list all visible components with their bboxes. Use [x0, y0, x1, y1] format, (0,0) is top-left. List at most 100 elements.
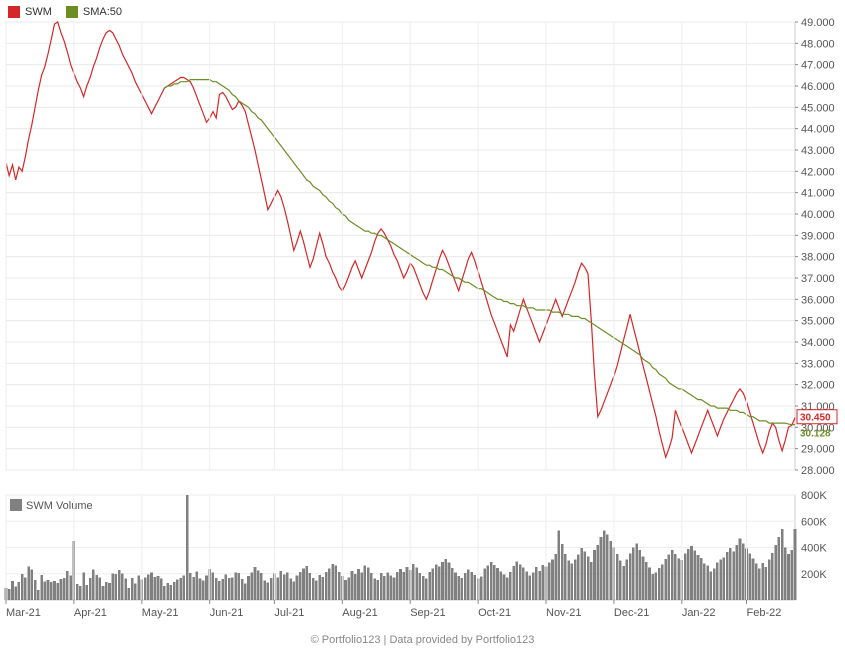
volume-bar — [584, 551, 587, 600]
volume-bar — [467, 570, 470, 600]
price-y-tick-label: 39.000 — [801, 230, 835, 242]
volume-bar — [710, 571, 713, 600]
volume-bar — [480, 577, 483, 600]
volume-y-tick-label: 600K — [801, 516, 827, 528]
volume-bar — [684, 554, 687, 600]
volume-bar — [516, 562, 519, 600]
volume-bar — [250, 573, 253, 600]
legend-item-sma: SMA:50 — [66, 6, 122, 18]
volume-bar — [293, 582, 296, 600]
volume-bar — [739, 538, 742, 600]
volume-bar — [82, 572, 85, 600]
volume-bar — [44, 581, 47, 600]
volume-bar — [742, 543, 745, 600]
volume-bar — [24, 577, 27, 600]
volume-bar — [218, 581, 221, 600]
volume-bar — [86, 585, 89, 600]
volume-bar — [244, 584, 247, 600]
volume-bar — [619, 561, 622, 600]
volume-bar — [457, 576, 460, 600]
volume-bar — [212, 572, 215, 600]
volume-bar — [593, 550, 596, 600]
volume-bar — [470, 572, 473, 600]
volume-bar — [655, 572, 658, 600]
volume-bar — [541, 565, 544, 600]
volume-bar — [668, 555, 671, 600]
volume-bar — [596, 545, 599, 600]
volume-bar — [483, 569, 486, 601]
volume-bar — [422, 576, 425, 600]
volume-bar — [438, 566, 441, 600]
volume-bar — [238, 573, 241, 600]
volume-bar — [89, 578, 92, 600]
volume-bar — [635, 544, 638, 600]
volume-bar — [192, 577, 195, 600]
volume-bar — [454, 573, 457, 600]
volume-bar — [506, 578, 509, 600]
volume-bar — [322, 577, 325, 600]
price-y-tick-label: 49.000 — [801, 17, 835, 29]
volume-bar — [63, 578, 66, 600]
last-price-value: 30.450 — [800, 413, 831, 424]
volume-bar — [425, 578, 428, 600]
volume-bar — [554, 554, 557, 600]
volume-bar — [693, 550, 696, 600]
volume-bar — [761, 563, 764, 600]
volume-bar — [380, 573, 383, 600]
volume-bar — [600, 537, 603, 600]
price-y-tick-label: 46.000 — [801, 81, 835, 93]
x-tick-label: Sep-21 — [410, 607, 445, 619]
volume-bar — [729, 548, 732, 600]
volume-bar — [487, 566, 490, 600]
volume-bar — [574, 559, 577, 600]
volume-bar — [626, 559, 629, 600]
volume-bar — [76, 584, 79, 600]
volume-bar — [105, 582, 108, 600]
volume-bar — [228, 578, 231, 600]
volume-bar — [315, 581, 318, 600]
legend-label-price: SWM — [25, 6, 52, 18]
price-y-tick-label: 33.000 — [801, 358, 835, 370]
volume-bar — [661, 565, 664, 600]
x-tick-label: Jul-21 — [274, 607, 304, 619]
volume-bar — [732, 551, 735, 600]
volume-bar — [752, 559, 755, 600]
volume-bar — [40, 575, 43, 600]
sma-line — [164, 80, 795, 425]
volume-bar — [360, 572, 363, 600]
volume-bar — [302, 569, 305, 601]
volume-bar — [609, 541, 612, 600]
volume-bar — [726, 552, 729, 600]
volume-bar — [147, 575, 150, 600]
volume-bar — [402, 572, 405, 600]
volume-bar — [784, 548, 787, 601]
volume-bar — [338, 572, 341, 600]
volume-bar — [53, 581, 56, 600]
volume-bar — [153, 577, 156, 600]
volume-bar — [787, 554, 790, 600]
price-y-tick-label: 40.000 — [801, 209, 835, 221]
volume-bar — [166, 583, 169, 600]
volume-bar — [131, 578, 134, 600]
volume-bar — [519, 564, 522, 600]
volume-bar — [781, 529, 784, 600]
volume-bar — [765, 567, 768, 600]
volume-bar — [373, 578, 376, 600]
volume-y-tick-label: 800K — [801, 490, 827, 502]
volume-bar — [344, 580, 347, 600]
volume-bar — [179, 578, 182, 600]
volume-bar — [496, 568, 499, 600]
volume-bar — [697, 555, 700, 600]
legend-label-sma: SMA:50 — [83, 6, 122, 18]
volume-bar — [771, 553, 774, 600]
volume-bar — [347, 578, 350, 600]
volume-bar — [331, 564, 334, 600]
volume-bar — [464, 573, 467, 600]
price-y-tick-label: 37.000 — [801, 273, 835, 285]
volume-bar — [367, 568, 370, 600]
chart-svg: 28.00029.00030.00031.00032.00033.00034.0… — [0, 0, 845, 635]
volume-bar — [393, 578, 396, 600]
volume-bar — [590, 562, 593, 600]
volume-bar — [790, 550, 793, 600]
volume-bar — [648, 567, 651, 600]
